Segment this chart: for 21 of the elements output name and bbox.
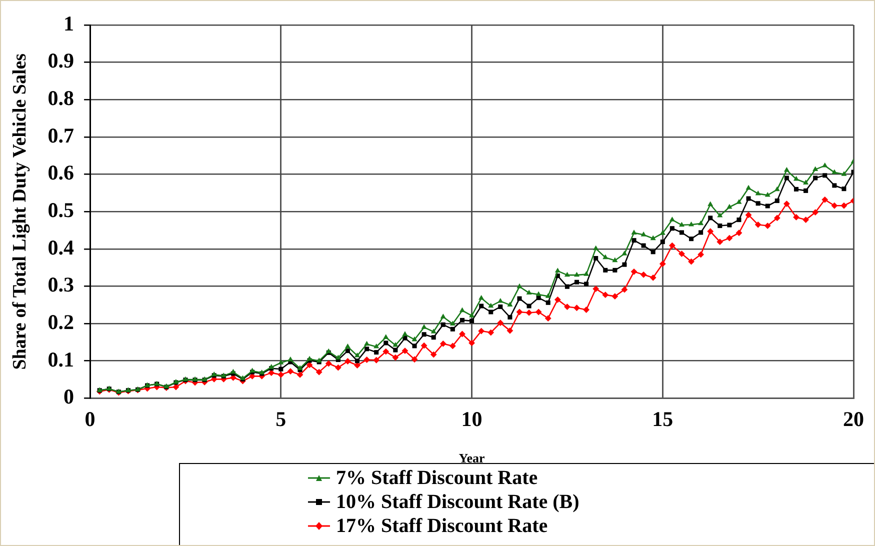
y-tick-label: 1	[64, 11, 74, 36]
y-tick-label: 0.7	[48, 123, 74, 148]
x-tick-label: 20	[843, 407, 864, 432]
y-tick-label: 0	[64, 384, 74, 409]
x-tick-label: 0	[84, 407, 96, 432]
y-axis-title: Share of Total Light Duty Vehicle Sales	[9, 53, 30, 370]
legend-label: 17% Staff Discount Rate	[336, 514, 548, 538]
x-tick-label: 15	[652, 407, 674, 432]
y-tick-label: 0.4	[48, 235, 75, 260]
x-tick-label: 5	[276, 407, 286, 432]
y-tick-label: 0.1	[48, 347, 74, 372]
y-tick-label: 0.8	[48, 86, 74, 110]
y-tick-label: 0.5	[48, 198, 74, 222]
legend-label: 10% Staff Discount Rate (B)	[336, 490, 580, 514]
y-tick-label: 0.3	[48, 272, 74, 297]
x-axis-title: Year	[458, 450, 485, 466]
x-tick-label: 10	[461, 407, 482, 432]
legend-label: 7% Staff Discount Rate	[336, 466, 538, 490]
y-tick-label: 0.6	[48, 160, 74, 185]
y-tick-label: 0.9	[48, 48, 74, 73]
y-tick-label: 0.2	[48, 310, 74, 334]
